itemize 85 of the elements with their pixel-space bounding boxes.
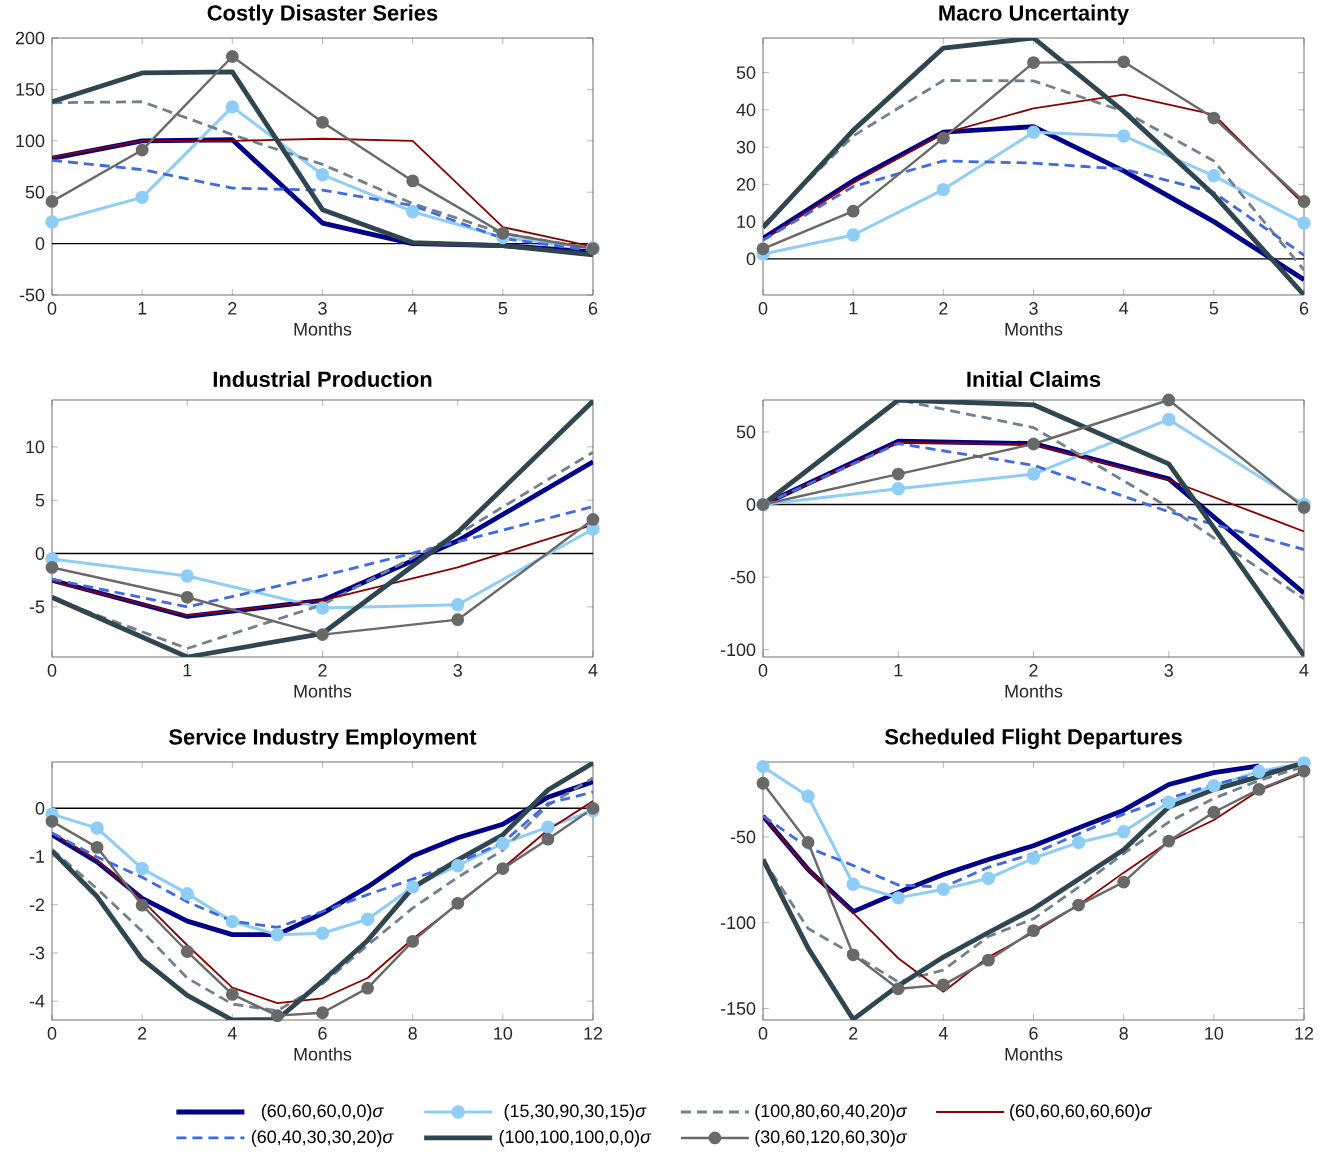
x-tick-label: 3	[1029, 302, 1038, 315]
y-tick-label: 20	[736, 178, 756, 191]
y-tick-label: 200	[15, 31, 45, 45]
legend-label: (60,40,30,30,20)σ	[251, 1129, 394, 1147]
x-tick-label: 1	[138, 302, 147, 315]
x-tick-label: 2	[138, 1027, 147, 1040]
x-tick-label: 4	[1119, 302, 1129, 315]
x-axis-title: Months	[1005, 1047, 1063, 1061]
x-tick-label: 4	[408, 302, 418, 315]
x-tick-label: 4	[938, 1027, 948, 1040]
y-tick-label: -100	[720, 916, 756, 930]
x-tick-label: 4	[1299, 664, 1309, 677]
y-tick-label: -50	[730, 570, 756, 584]
legend-label: (100,80,60,40,20)σ	[755, 1104, 908, 1121]
x-tick-label: 0	[758, 1027, 768, 1040]
chart-title: Initial Claims	[967, 370, 1101, 387]
y-tick-label: 0	[35, 801, 45, 815]
legend-label: (100,100,100,0,0)σ	[499, 1129, 652, 1147]
legend-label: (60,60,60,0,0)σ	[261, 1104, 384, 1121]
x-tick-label: 8	[408, 1027, 417, 1040]
x-tick-label: 6	[588, 302, 598, 315]
x-tick-label: 3	[1164, 664, 1173, 677]
y-tick-label: 0	[746, 498, 756, 511]
y-tick-label: -50	[19, 288, 45, 302]
x-axis-title: Months	[1005, 322, 1063, 336]
chart-title: Service Industry Employment	[169, 728, 477, 749]
y-tick-label: 30	[736, 140, 756, 154]
y-tick-label: 50	[25, 185, 45, 199]
y-tick-label: 50	[736, 425, 756, 439]
y-tick-label: -100	[720, 643, 756, 657]
y-tick-label: 100	[16, 134, 45, 148]
y-tick-label: -4	[29, 995, 45, 1008]
legend-label: (60,60,60,60,60)σ	[1010, 1104, 1152, 1121]
y-tick-label: 150	[16, 83, 45, 96]
x-tick-label: 2	[939, 302, 948, 315]
y-tick-label: 5	[35, 493, 45, 507]
legend-label: (15,30,90,30,15)σ	[504, 1104, 647, 1121]
y-tick-label: -150	[720, 1002, 756, 1015]
y-tick-label: -1	[29, 850, 45, 863]
x-tick-label: 3	[453, 664, 462, 677]
x-tick-label: 4	[227, 1027, 237, 1040]
x-tick-label: 5	[1209, 302, 1219, 315]
x-tick-label: 12	[584, 1027, 603, 1040]
x-tick-label: 4	[588, 664, 598, 677]
y-tick-label: 50	[736, 66, 756, 79]
x-axis-title: Months	[294, 684, 352, 698]
chart-title: Scheduled Flight Departures	[884, 728, 1182, 750]
chart-title: Industrial Production	[213, 370, 432, 387]
x-axis-title: Months	[1005, 684, 1063, 698]
y-tick-label: -5	[29, 600, 45, 614]
x-tick-label: 5	[498, 302, 508, 315]
x-axis-title: Months	[294, 1047, 352, 1061]
y-tick-label: 0	[35, 237, 45, 250]
chart-title: Macro Uncertainty	[939, 4, 1129, 25]
y-tick-label: 0	[35, 547, 45, 560]
x-tick-label: 1	[894, 664, 903, 677]
x-tick-label: 6	[318, 1027, 327, 1040]
y-tick-label: -50	[730, 830, 756, 844]
x-tick-label: 2	[228, 302, 237, 315]
x-tick-label: 6	[1299, 302, 1309, 315]
x-tick-label: 12	[1295, 1027, 1314, 1040]
y-tick-label: 40	[736, 103, 756, 117]
x-tick-label: 0	[47, 1027, 57, 1040]
x-tick-label: 8	[1119, 1027, 1128, 1040]
legend-label: (30,60,120,60,30)σ	[755, 1129, 908, 1147]
y-tick-label: -2	[29, 898, 45, 911]
x-tick-label: 0	[758, 302, 768, 315]
x-tick-label: 3	[318, 302, 327, 315]
y-tick-label: 0	[746, 252, 756, 266]
x-tick-label: 2	[1029, 664, 1038, 677]
x-tick-label: 1	[849, 302, 858, 315]
x-axis-title: Months	[294, 322, 352, 336]
x-tick-label: 1	[183, 664, 192, 677]
y-tick-label: 10	[737, 215, 756, 228]
x-tick-label: 0	[758, 664, 768, 677]
y-tick-label: -3	[29, 946, 45, 960]
x-tick-label: 2	[318, 664, 327, 677]
x-tick-label: 0	[47, 302, 57, 315]
y-tick-label: 10	[26, 440, 45, 454]
x-tick-label: 10	[1205, 1027, 1224, 1040]
chart-title: Costly Disaster Series	[207, 4, 438, 25]
x-tick-label: 10	[494, 1027, 513, 1040]
x-tick-label: 6	[1029, 1027, 1038, 1040]
x-tick-label: 2	[849, 1027, 858, 1040]
x-tick-label: 0	[47, 664, 57, 677]
